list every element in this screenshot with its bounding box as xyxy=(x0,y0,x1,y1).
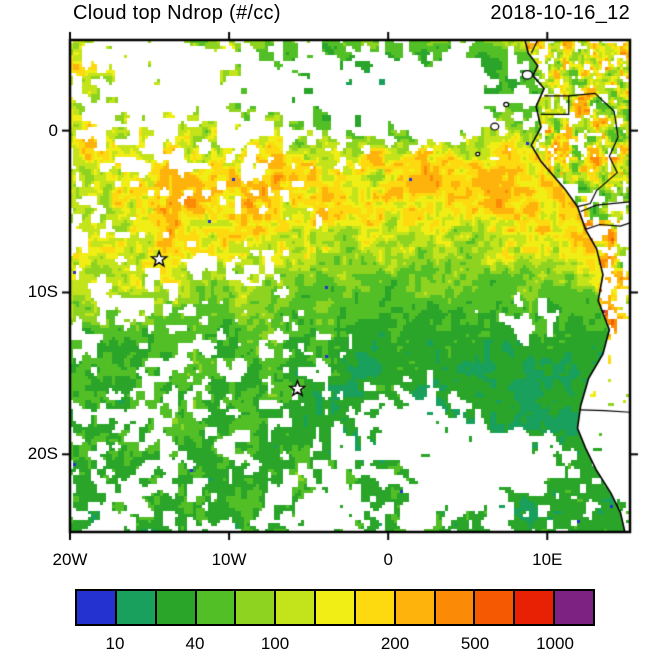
colorbar-tick-label: 200 xyxy=(380,634,410,653)
colorbar-cell xyxy=(355,591,396,624)
colorbar-cell xyxy=(435,591,476,624)
colorbar xyxy=(75,589,595,626)
x-axis-tick-label: 10W xyxy=(211,550,247,569)
y-axis-tick-label: 20S xyxy=(27,444,58,464)
x-axis-tick-label: 0 xyxy=(383,550,393,569)
colorbar-tick-label: 100 xyxy=(260,634,290,653)
colorbar-cell xyxy=(276,591,317,624)
colorbar-cell xyxy=(316,591,356,624)
colorbar-cell xyxy=(395,591,436,624)
colorbar-cell xyxy=(475,591,516,624)
colorbar-tick-label: 500 xyxy=(460,634,490,653)
map-plot-canvas xyxy=(0,0,650,575)
colorbar-cell xyxy=(116,591,157,624)
y-axis-tick-label: 10S xyxy=(27,282,58,302)
colorbar-tick-label: 40 xyxy=(185,634,205,653)
y-axis-tick-label: 0 xyxy=(48,120,58,140)
colorbar-tick-labels: 10 40 100 200 500 1000 xyxy=(75,634,595,656)
colorbar-cell xyxy=(156,591,197,624)
colorbar-cell xyxy=(196,591,237,624)
colorbar-cell xyxy=(555,591,593,624)
colorbar-cell xyxy=(515,591,556,624)
colorbar-cell xyxy=(77,591,117,624)
colorbar-cell xyxy=(236,591,277,624)
x-axis-tick-label: 10E xyxy=(532,550,563,569)
colorbar-tick-label: 1000 xyxy=(536,634,574,653)
x-axis-tick-label: 20W xyxy=(52,550,88,569)
colorbar-tick-label: 10 xyxy=(105,634,125,653)
